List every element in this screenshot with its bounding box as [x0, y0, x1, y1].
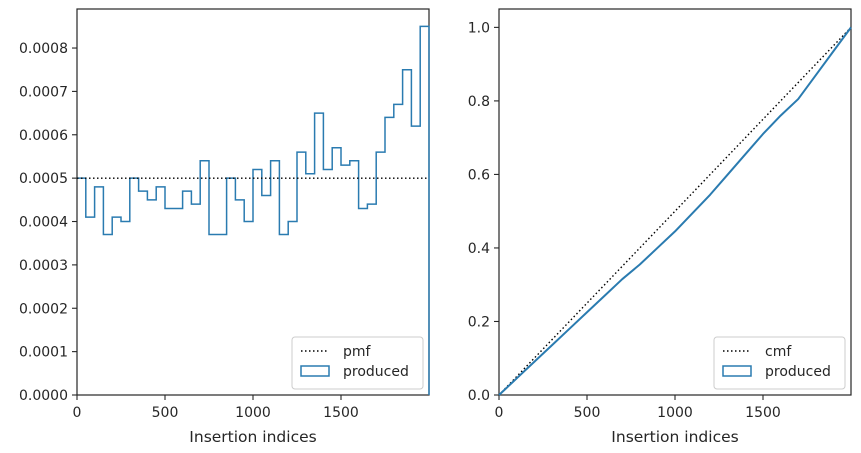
- x-tick-label: 500: [574, 405, 601, 421]
- produced-cumulative-legend-label: produced: [765, 364, 831, 380]
- y-tick-label: 0.0007: [19, 84, 68, 100]
- produced-legend-label: produced: [343, 364, 409, 380]
- x-tick-label: 1000: [235, 405, 271, 421]
- y-tick-label: 0.0004: [19, 215, 68, 231]
- right-legend: cmf produced: [713, 336, 846, 390]
- y-tick-label: 0.4: [468, 241, 490, 257]
- pmf-legend-label: pmf: [343, 344, 372, 360]
- left-x-axis-label: Insertion indices: [189, 428, 316, 446]
- produced-cumulative-line: [498, 26, 852, 396]
- y-tick-label: 0.0008: [19, 41, 68, 57]
- pmf-histogram-panel: 0 500 1000 1500 0.0000 0.0001 0.0002 0.0003 0.00…: [19, 8, 430, 446]
- y-tick-label: 0.0006: [19, 128, 68, 144]
- x-tick-label: 0: [495, 405, 504, 421]
- left-legend: pmf produced: [291, 336, 424, 390]
- left-axis-ticks: 0 500 1000 1500 0.0000 0.0001 0.0002 0.0003 0.00…: [19, 41, 359, 421]
- y-tick-label: 0.0002: [19, 301, 68, 317]
- left-series: [77, 25, 430, 395]
- cmf-reference-line: [498, 26, 852, 396]
- x-tick-label: 500: [152, 405, 179, 421]
- y-tick-label: 0.8: [468, 94, 490, 110]
- y-tick-label: 0.0001: [19, 345, 68, 361]
- x-tick-label: 1000: [657, 405, 693, 421]
- y-tick-label: 0.2: [468, 314, 490, 330]
- x-tick-label: 1500: [323, 405, 359, 421]
- right-series: [498, 26, 852, 396]
- y-tick-label: 0.6: [468, 167, 490, 183]
- produced-histogram-step: [77, 25, 430, 395]
- y-tick-label: 0.0000: [19, 388, 68, 404]
- x-tick-label: 0: [73, 405, 82, 421]
- cmf-legend-label: cmf: [765, 344, 792, 360]
- y-tick-label: 0.0: [468, 388, 490, 404]
- y-tick-label: 0.0005: [19, 171, 68, 187]
- cmf-panel: 0 500 1000 1500 0.0 0.2 0.4 0.6 0.8 1.0 Insertion…: [468, 8, 852, 446]
- x-tick-label: 1500: [745, 405, 781, 421]
- y-tick-label: 0.0003: [19, 258, 68, 274]
- produced-legend-swatch: [300, 365, 330, 377]
- y-tick-label: 1.0: [468, 20, 490, 36]
- right-x-axis-label: Insertion indices: [611, 428, 738, 446]
- produced-cumulative-legend-swatch: [722, 365, 752, 377]
- right-axis-ticks: 0 500 1000 1500 0.0 0.2 0.4 0.6 0.8 1.0: [468, 20, 781, 421]
